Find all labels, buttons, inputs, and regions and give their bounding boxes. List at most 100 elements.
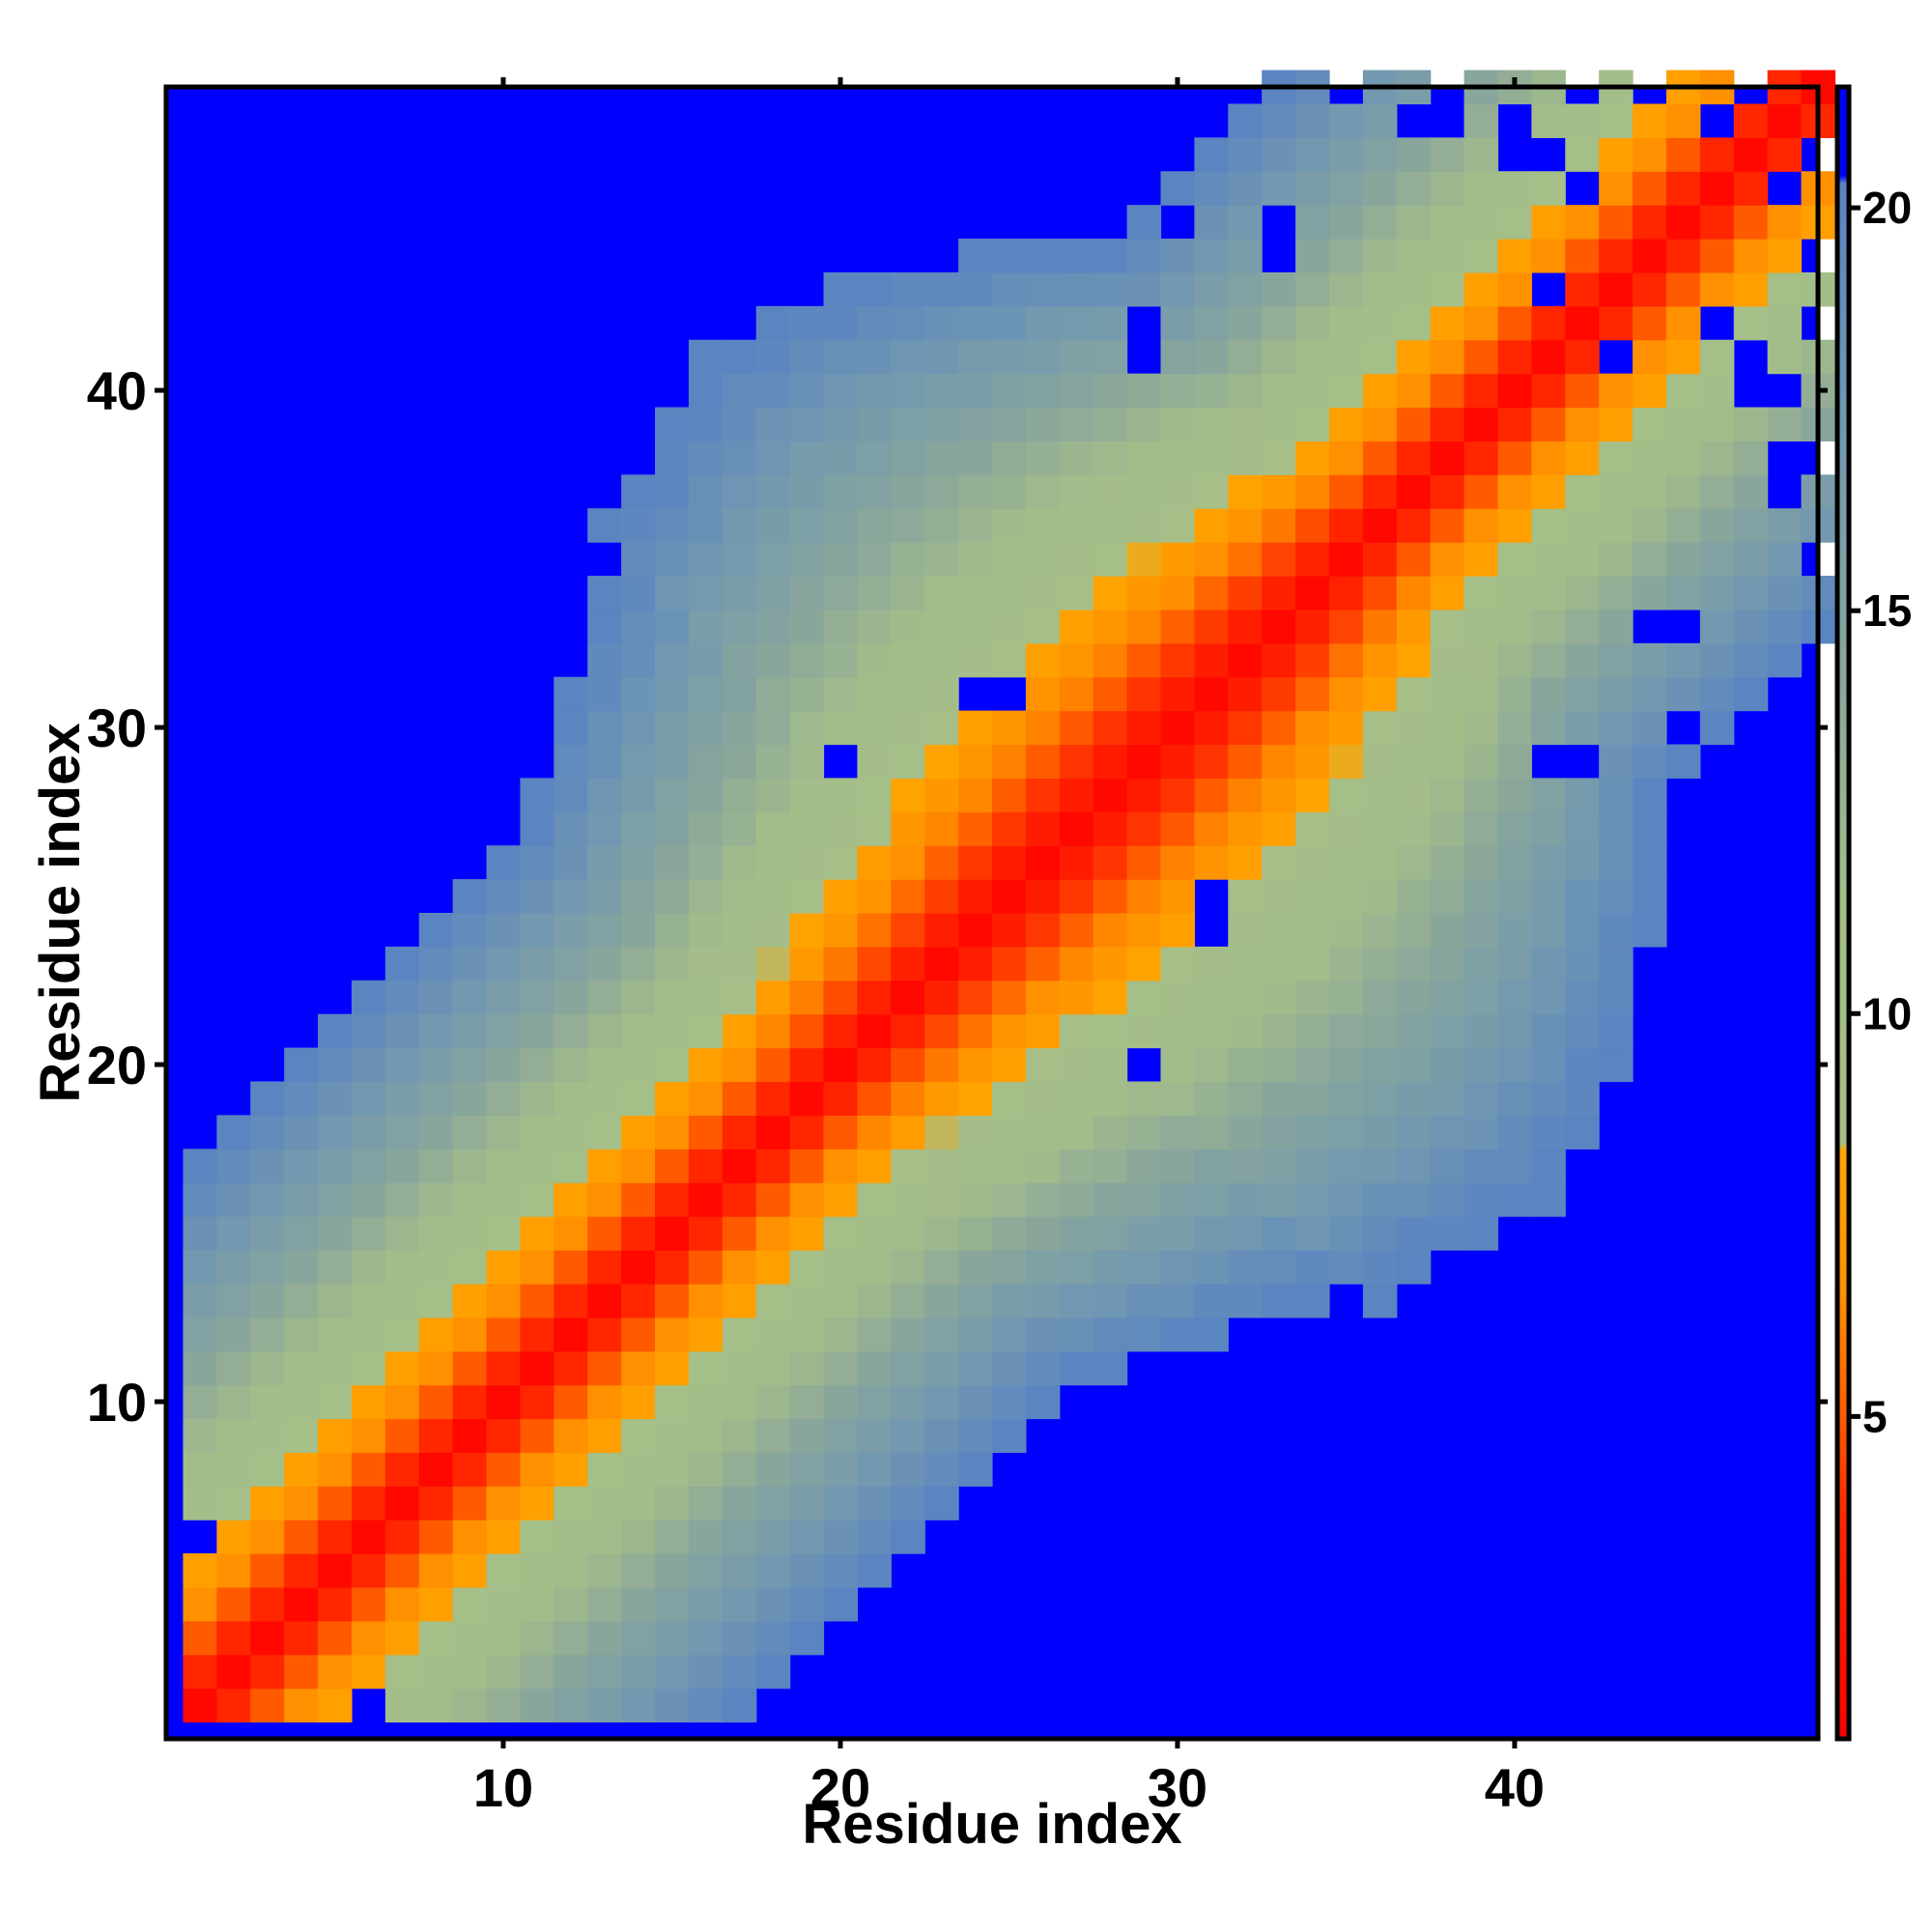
heatmap-cell (823, 1350, 859, 1386)
heatmap-cell (1531, 778, 1566, 812)
heatmap-cell (1565, 980, 1600, 1015)
heatmap-cell (1160, 946, 1195, 981)
heatmap-cell (216, 1384, 251, 1420)
heatmap-cell (789, 609, 825, 644)
heatmap-cell (924, 980, 959, 1015)
heatmap-cell (1362, 205, 1398, 240)
heatmap-cell (318, 1586, 353, 1622)
heatmap-cell (857, 1520, 892, 1554)
heatmap-cell (1093, 339, 1128, 375)
heatmap-cell (857, 642, 892, 678)
heatmap-cell (823, 576, 859, 611)
heatmap-cell (452, 1249, 488, 1285)
heatmap-cell (891, 373, 925, 409)
heatmap-cell (1059, 1081, 1094, 1116)
heatmap-cell (1025, 811, 1061, 846)
heatmap-cell (992, 474, 1027, 509)
heatmap-cell (1565, 271, 1600, 307)
heatmap-cell (284, 1047, 319, 1083)
heatmap-cell (418, 1586, 454, 1622)
heatmap-cell (1194, 1013, 1229, 1049)
heatmap-cell (789, 440, 825, 475)
heatmap-cell (655, 1586, 690, 1622)
heatmap-cell (891, 744, 925, 780)
heatmap-cell (1699, 508, 1735, 543)
heatmap-cell (1396, 339, 1432, 375)
heatmap-cell (452, 1520, 488, 1554)
heatmap-cell (1497, 271, 1532, 307)
heatmap-cell (1565, 542, 1600, 577)
heatmap-cell (789, 980, 825, 1015)
heatmap-cell (891, 1317, 925, 1352)
heatmap-cell (688, 609, 724, 644)
heatmap-cell (1295, 339, 1330, 375)
heatmap-cell (351, 1654, 386, 1690)
heatmap-cell (486, 1317, 522, 1352)
heatmap-cell (384, 1317, 420, 1352)
heatmap-cell (655, 609, 690, 644)
heatmap-cell (250, 1620, 285, 1656)
heatmap-cell (1025, 676, 1061, 712)
heatmap-cell (1295, 642, 1330, 678)
heatmap-cell (1565, 1013, 1600, 1049)
colorbar-tick-label: 10 (1862, 988, 1912, 1038)
heatmap-cell (1497, 980, 1532, 1015)
heatmap-cell (1059, 609, 1094, 644)
heatmap-cell (1362, 440, 1398, 475)
heatmap-cell (486, 1081, 522, 1116)
heatmap-cell (621, 1452, 656, 1487)
heatmap-cell (789, 710, 825, 746)
heatmap-cell (857, 1047, 892, 1083)
heatmap-cell (755, 1553, 791, 1588)
heatmap-cell (789, 1486, 825, 1520)
heatmap-cell (755, 642, 791, 678)
heatmap-cell (789, 1452, 825, 1487)
heatmap-cell (1295, 1182, 1330, 1217)
heatmap-cell (823, 676, 859, 712)
colorbar-tick-label: 20 (1862, 183, 1912, 233)
heatmap-cell (1767, 305, 1803, 341)
heatmap-cell (924, 1013, 959, 1049)
heatmap-cell (857, 1216, 892, 1251)
heatmap-cell (722, 642, 757, 678)
heatmap-cell (1059, 913, 1094, 948)
heatmap-cell (587, 1149, 622, 1183)
heatmap-cell (1059, 373, 1094, 409)
heatmap-cell (688, 1115, 724, 1150)
heatmap-cell (1059, 239, 1094, 273)
heatmap-cell (992, 710, 1027, 746)
heatmap-cell (587, 913, 622, 948)
heatmap-cell (1599, 440, 1634, 475)
heatmap-cell (655, 1216, 690, 1251)
heatmap-cell (1633, 542, 1667, 577)
heatmap-cell (722, 1654, 757, 1690)
heatmap-cell (1126, 710, 1162, 746)
heatmap-cell (1497, 1182, 1532, 1217)
heatmap-cell (520, 1553, 554, 1588)
heatmap-cell (1262, 305, 1296, 341)
heatmap-cell (992, 508, 1027, 543)
heatmap-cell (520, 1520, 554, 1554)
heatmap-cell (183, 1384, 217, 1420)
heatmap-cell (284, 1249, 319, 1285)
heatmap-cell (284, 1216, 319, 1251)
heatmap-cell (1126, 778, 1162, 812)
heatmap-cell (1463, 642, 1499, 678)
heatmap-cell (587, 1586, 622, 1622)
heatmap-cell (1599, 778, 1634, 812)
heatmap-cell (318, 1081, 353, 1116)
heatmap-cell (1194, 642, 1229, 678)
y-tick-label: 40 (87, 360, 147, 421)
heatmap-cell (655, 1350, 690, 1386)
heatmap-cell (1463, 1216, 1499, 1251)
heatmap-cell (1059, 1216, 1094, 1251)
heatmap-cell (1328, 744, 1364, 780)
heatmap-cell (789, 676, 825, 712)
heatmap-cell (958, 1384, 993, 1420)
heatmap-cell (1396, 913, 1432, 948)
heatmap-cell (1059, 980, 1094, 1015)
heatmap-cell (1633, 778, 1667, 812)
heatmap-cell (1565, 1081, 1600, 1116)
heatmap-cell (554, 1013, 588, 1049)
heatmap-cell (655, 642, 690, 678)
